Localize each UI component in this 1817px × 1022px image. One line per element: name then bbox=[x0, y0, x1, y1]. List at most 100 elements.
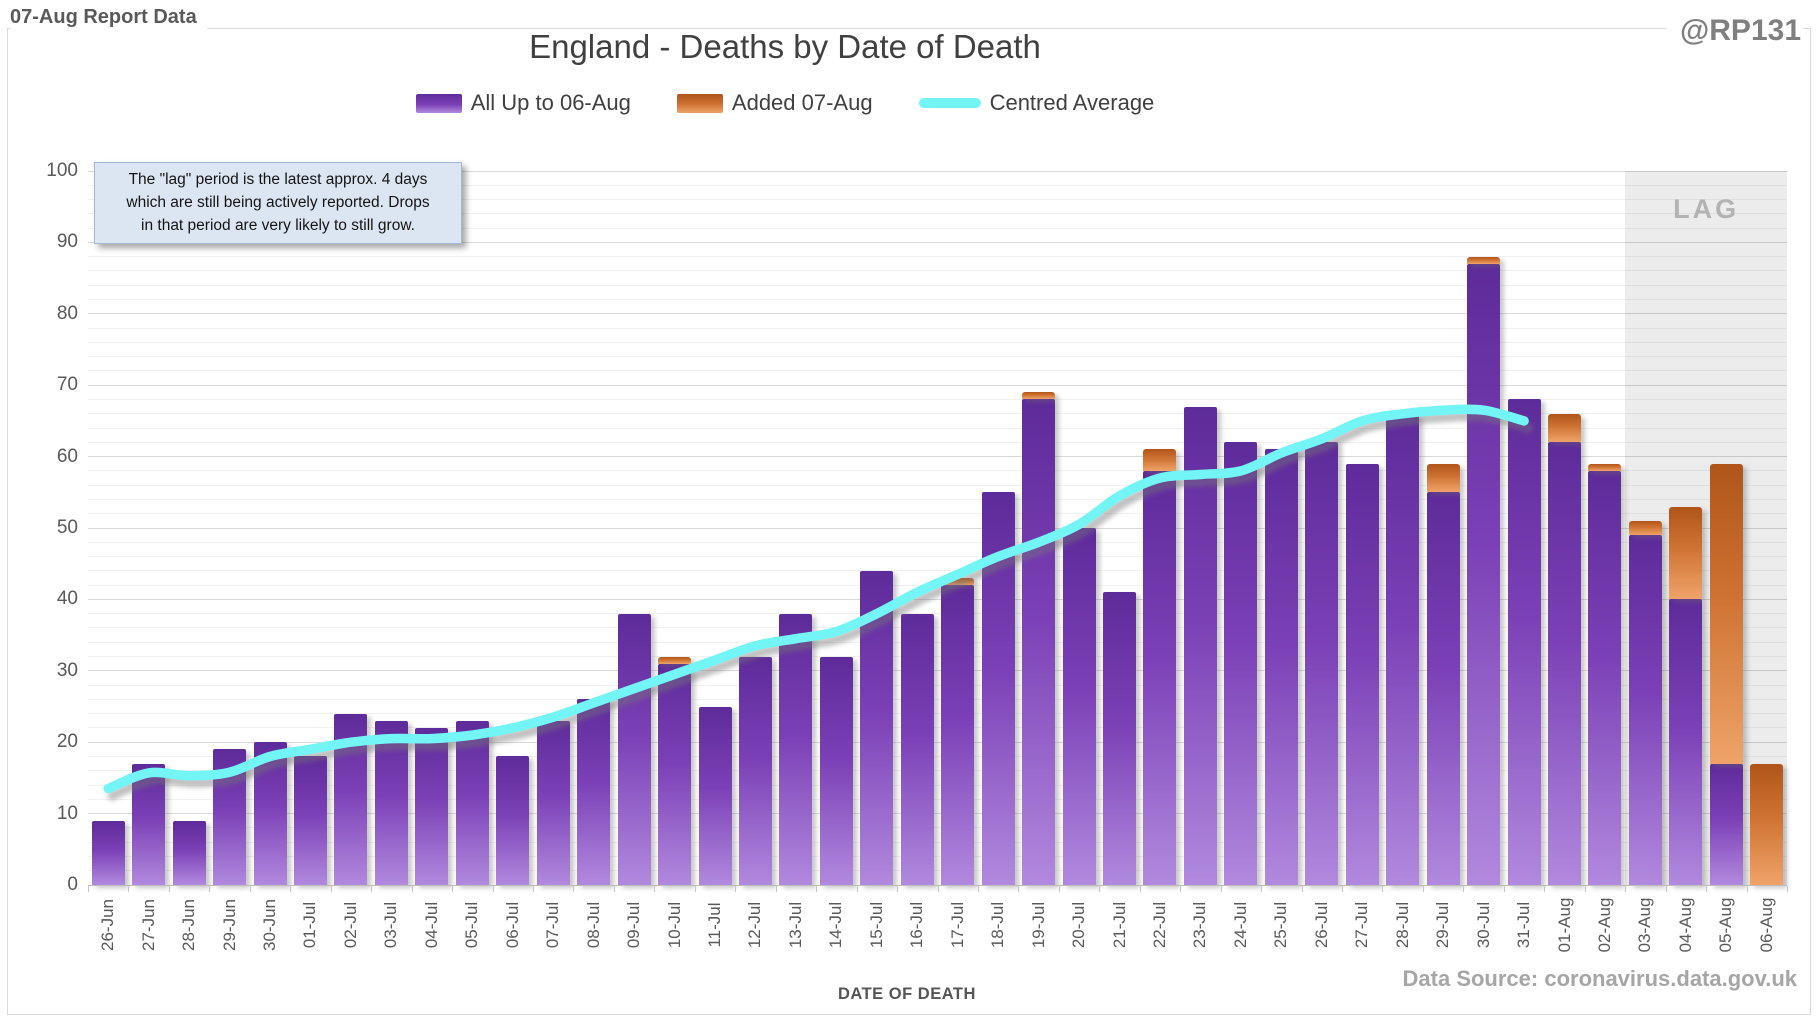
bar-segment-all-up-to bbox=[415, 727, 449, 885]
cyan-line-swatch-icon bbox=[918, 98, 981, 108]
bar-segment-all-up-to bbox=[1669, 599, 1703, 885]
x-axis-tickmark bbox=[1342, 886, 1344, 892]
y-axis-tick-label: 30 bbox=[56, 659, 78, 681]
x-axis-tick-label: 05-Jul bbox=[462, 901, 482, 949]
x-axis-tick-label: 13-Jul bbox=[785, 901, 805, 949]
minor-gridline bbox=[88, 341, 1787, 343]
x-axis-tickmark bbox=[1746, 886, 1748, 892]
x-axis-tick-label: 04-Aug bbox=[1675, 897, 1695, 953]
x-axis-tickmark bbox=[330, 886, 332, 892]
bar-segment-all-up-to bbox=[374, 720, 408, 885]
minor-gridline bbox=[88, 370, 1787, 372]
x-axis-tick-label: 31-Jul bbox=[1514, 901, 1534, 949]
bar-segment-all-up-to bbox=[1628, 535, 1662, 885]
lag-annotation-box: The "lag" period is the latest approx. 4… bbox=[94, 162, 462, 245]
x-axis-tickmark bbox=[613, 886, 615, 892]
y-axis-tick-label: 90 bbox=[56, 231, 78, 253]
bar-segment-all-up-to bbox=[1062, 528, 1096, 885]
minor-gridline bbox=[88, 327, 1787, 329]
bar-segment-added bbox=[658, 656, 692, 664]
x-axis-tickmark bbox=[168, 886, 170, 892]
x-axis-tickmark bbox=[452, 886, 454, 892]
y-axis-tick-label: 20 bbox=[56, 731, 78, 753]
x-axis-tick-label: 24-Jul bbox=[1230, 901, 1250, 949]
x-axis-tick-label: 02-Jul bbox=[340, 901, 360, 949]
bar-segment-all-up-to bbox=[132, 763, 166, 885]
bar-segment-all-up-to bbox=[698, 706, 732, 885]
x-axis-tick-label: 30-Jul bbox=[1473, 901, 1493, 949]
x-axis-tick-label: 01-Jul bbox=[300, 901, 320, 949]
x-axis-tick-label: 26-Jun bbox=[98, 899, 118, 951]
x-axis-tick-label: 09-Jul bbox=[624, 901, 644, 949]
bar-segment-added bbox=[1467, 256, 1501, 264]
x-axis-tick-label: 27-Jun bbox=[138, 899, 158, 951]
x-axis-tickmark bbox=[290, 886, 292, 892]
x-axis-tick-label: 11-Jul bbox=[705, 902, 724, 948]
bar-segment-all-up-to bbox=[496, 756, 530, 885]
x-axis-title: DATE OF DEATH bbox=[838, 985, 976, 1003]
x-axis-tickmark bbox=[897, 886, 899, 892]
bar-segment-all-up-to bbox=[1103, 592, 1137, 885]
major-gridline bbox=[88, 313, 1787, 315]
x-axis-tick-label: 26-Jul bbox=[1311, 901, 1331, 949]
y-axis-tick-label: 80 bbox=[56, 302, 78, 324]
purple-bar-swatch-icon bbox=[415, 93, 462, 113]
x-axis-line bbox=[88, 885, 1787, 886]
bar-segment-all-up-to bbox=[1224, 442, 1258, 885]
x-axis-tick-label: 25-Jul bbox=[1271, 901, 1291, 949]
x-axis-tickmark bbox=[1503, 886, 1505, 892]
x-axis-tick-label: 12-Jul bbox=[745, 901, 765, 949]
bar-segment-all-up-to bbox=[1548, 442, 1581, 885]
minor-gridline bbox=[88, 284, 1787, 286]
minor-gridline bbox=[88, 356, 1787, 358]
y-axis-tick-label: 100 bbox=[46, 160, 78, 181]
x-axis-tick-label: 22-Jul bbox=[1149, 901, 1169, 949]
x-axis-tickmark bbox=[1584, 886, 1586, 892]
x-axis-tickmark bbox=[654, 886, 656, 892]
y-axis-tick-label: 60 bbox=[56, 445, 78, 467]
legend-item-centred-average: Centred Average bbox=[918, 90, 1155, 116]
x-axis-tick-label: 03-Aug bbox=[1635, 897, 1655, 953]
x-axis-tickmark bbox=[88, 886, 89, 892]
legend-label: Centred Average bbox=[989, 90, 1155, 115]
x-axis-tickmark bbox=[1422, 886, 1424, 892]
x-axis-tickmark bbox=[573, 886, 575, 892]
x-axis-tick-label: 08-Jul bbox=[583, 901, 603, 949]
x-axis-tickmark bbox=[775, 886, 777, 892]
bar-segment-all-up-to bbox=[293, 756, 327, 885]
annotation-line: which are still being actively reported.… bbox=[126, 193, 430, 211]
x-axis-tickmark bbox=[371, 886, 373, 892]
x-axis-tick-label: 23-Jul bbox=[1190, 901, 1210, 949]
bar-segment-all-up-to bbox=[941, 585, 975, 885]
x-axis-tickmark bbox=[1099, 886, 1101, 892]
x-axis-tickmark bbox=[1544, 886, 1546, 892]
bar-segment-all-up-to bbox=[172, 820, 206, 885]
bar-segment-added bbox=[1548, 413, 1581, 443]
x-axis-tickmark bbox=[816, 886, 818, 892]
annotation-line: The "lag" period is the latest approx. 4… bbox=[128, 171, 428, 188]
legend-item-all-up-to: All Up to 06-Aug bbox=[415, 90, 631, 116]
report-data-label: 07-Aug Report Data bbox=[10, 6, 207, 31]
bar-segment-all-up-to bbox=[1305, 442, 1339, 885]
x-axis-tickmark bbox=[735, 886, 737, 892]
bar-segment-all-up-to bbox=[91, 820, 125, 885]
x-axis-tickmark bbox=[492, 886, 494, 892]
x-axis-tickmark bbox=[532, 886, 534, 892]
x-axis-tickmark bbox=[937, 886, 939, 892]
bar-segment-all-up-to bbox=[536, 720, 570, 885]
bar-segment-all-up-to bbox=[1345, 463, 1379, 885]
bar-segment-all-up-to bbox=[981, 492, 1015, 885]
bar-segment-all-up-to bbox=[334, 713, 368, 885]
bar-segment-all-up-to bbox=[819, 656, 853, 885]
x-axis-tick-label: 29-Jul bbox=[1433, 901, 1453, 949]
bar-segment-added bbox=[941, 577, 975, 586]
orange-bar-swatch-icon bbox=[676, 93, 723, 113]
x-axis-tick-label: 03-Jul bbox=[381, 901, 401, 949]
annotation-line: in that period are very likely to still … bbox=[141, 216, 415, 234]
x-axis-tick-label: 30-Jun bbox=[260, 899, 280, 951]
x-axis-tick-label: 06-Aug bbox=[1756, 897, 1776, 953]
x-axis-tick-label: 20-Jul bbox=[1069, 901, 1089, 949]
minor-gridline bbox=[88, 299, 1787, 301]
x-axis-tick-label: 28-Jul bbox=[1392, 901, 1412, 949]
minor-gridline bbox=[88, 256, 1787, 258]
